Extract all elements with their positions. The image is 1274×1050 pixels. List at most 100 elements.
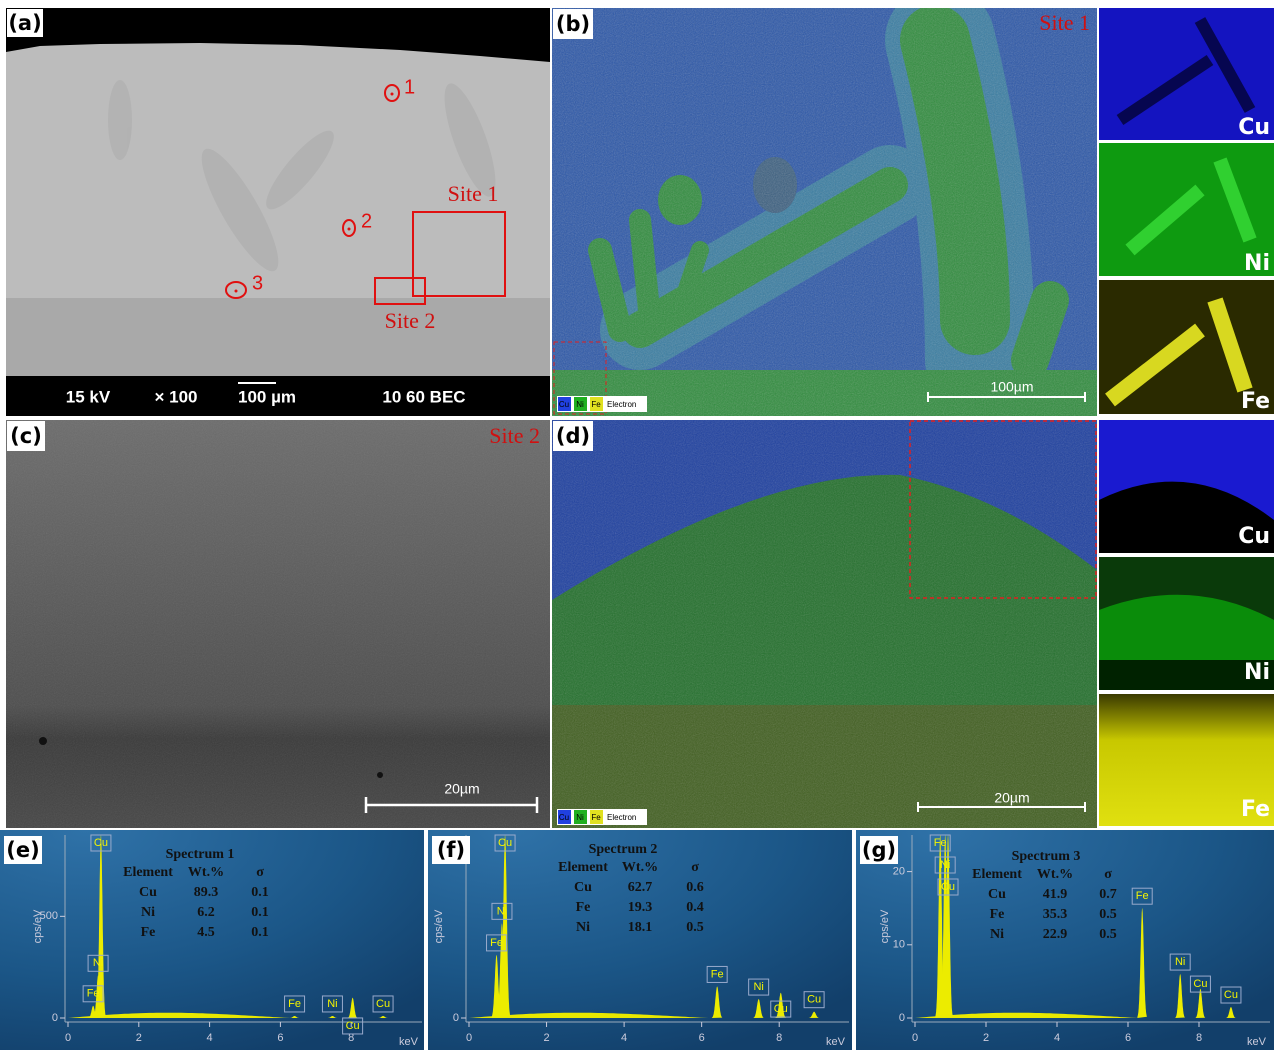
- table-cell: Cu: [139, 885, 157, 900]
- peak-label: Fe: [288, 998, 301, 1010]
- panel-label: (b): [556, 12, 590, 36]
- table-cell: 6.2: [197, 905, 215, 920]
- info: 100 µm: [238, 387, 296, 406]
- y-axis-label: cps/eV: [879, 909, 891, 943]
- y-axis-label: cps/eV: [32, 909, 44, 943]
- table-header: Wt.%: [622, 860, 658, 875]
- table-cell: Ni: [990, 927, 1004, 942]
- x-tick-label: 8: [776, 1032, 782, 1044]
- x-tick-label: 2: [543, 1032, 549, 1044]
- panel-c: Site 2 20µm (c): [6, 420, 550, 828]
- info: 10 60 BEC: [382, 387, 465, 406]
- x-tick-label: 6: [699, 1032, 705, 1044]
- peak-label: Ni: [1175, 956, 1185, 968]
- table-cell: 0.4: [686, 900, 704, 915]
- peak-label: Fe: [934, 837, 947, 849]
- peak-label: Cu: [807, 994, 821, 1006]
- table-cell: 0.1: [251, 925, 269, 940]
- legend-item: Fe: [591, 813, 601, 822]
- spectrum-panel: 05002468cps/eVkeVCuNiFeFeNiCuCuSpectrum …: [428, 830, 852, 1050]
- site-label: Site 2: [385, 308, 436, 333]
- peak-label: Cu: [498, 837, 512, 849]
- x-axis-label: keV: [826, 1036, 846, 1048]
- x-tick-label: 2: [136, 1032, 142, 1044]
- legend-item: Electron: [607, 813, 636, 822]
- panel-label: (d): [556, 424, 590, 448]
- table-cell: 62.7: [628, 880, 653, 895]
- table-cell: 0.1: [251, 885, 269, 900]
- info: 15 kV: [66, 387, 111, 406]
- x-tick-label: 0: [912, 1032, 918, 1044]
- peak-label: Cu: [376, 998, 390, 1010]
- map-label: Cu: [1238, 115, 1270, 140]
- table-cell: Fe: [576, 900, 591, 915]
- peak-label: Cu: [346, 1020, 360, 1032]
- table-cell: 19.3: [628, 900, 653, 915]
- point-label: 2: [361, 210, 372, 232]
- noise: [552, 8, 1097, 416]
- map-label: Ni: [1244, 660, 1270, 685]
- y-tick-label: 10: [893, 939, 905, 951]
- site-label: Site 1: [448, 181, 499, 206]
- scale-label: 100µm: [990, 379, 1033, 395]
- peak-label: Cu: [94, 837, 108, 849]
- peak-label: Fe: [711, 968, 724, 980]
- table-header: Wt.%: [1037, 867, 1073, 882]
- map-label: Fe: [1241, 797, 1270, 822]
- table-header: Element: [558, 860, 608, 875]
- site-label: Site 2: [489, 423, 540, 448]
- peak-label: Cu: [941, 881, 955, 893]
- point-label: 1: [404, 76, 415, 98]
- peak-label: Cu: [1224, 989, 1238, 1001]
- legend-item: Cu: [559, 813, 569, 822]
- map-label: Ni: [1244, 251, 1270, 276]
- table-cell: Ni: [141, 905, 155, 920]
- figure: 1 2 3 Site 1 Site 2 15 kV × 100 100 µm 1…: [0, 0, 1274, 1050]
- panel-label: (e): [6, 838, 39, 862]
- table-cell: 18.1: [628, 920, 653, 935]
- x-tick-label: 4: [1054, 1032, 1060, 1044]
- legend-item: Electron: [607, 400, 636, 409]
- info: × 100: [154, 387, 197, 406]
- x-axis-label: keV: [1247, 1036, 1267, 1048]
- panel-label: (f): [437, 838, 465, 862]
- spectrum-title: Spectrum 1: [166, 847, 235, 862]
- spectrum-title: Spectrum 3: [1012, 849, 1081, 864]
- y-tick-label: 20: [893, 866, 905, 878]
- table-header: σ: [1104, 867, 1112, 882]
- x-tick-label: 2: [983, 1032, 989, 1044]
- map-label: Fe: [1241, 389, 1270, 414]
- scale-label: 20µm: [994, 790, 1029, 806]
- table-cell: 4.5: [197, 925, 215, 940]
- table-cell: Fe: [990, 907, 1005, 922]
- legend-item: Fe: [591, 400, 601, 409]
- peak-label: Fe: [87, 988, 100, 1000]
- x-tick-label: 8: [1196, 1032, 1202, 1044]
- peak-label: Fe: [1136, 890, 1149, 902]
- peak-label: Ni: [753, 981, 763, 993]
- y-tick-label: 0: [453, 1012, 459, 1024]
- legend-item: Ni: [576, 813, 584, 822]
- map-label: Cu: [1238, 524, 1270, 549]
- x-tick-label: 0: [466, 1032, 472, 1044]
- y-tick-label: 0: [52, 1012, 58, 1024]
- legend-item: Ni: [576, 400, 584, 409]
- x-tick-label: 6: [1125, 1032, 1131, 1044]
- spectrum-panel: 050002468cps/eVkeVCuNiFeFeNiCuCuSpectrum…: [0, 830, 424, 1050]
- scale-label: 20µm: [444, 781, 479, 797]
- point-label: 3: [252, 272, 263, 294]
- y-axis-label: cps/eV: [433, 909, 445, 943]
- panel-d: Cu Ni Fe Electron 20µm (d) Cu Ni Fe: [552, 420, 1274, 828]
- table-cell: 0.1: [251, 905, 269, 920]
- table-cell: 0.6: [686, 880, 704, 895]
- substrate: [6, 298, 550, 376]
- peak-label: Cu: [774, 1003, 788, 1015]
- table-cell: 0.7: [1099, 887, 1117, 902]
- peak-label: Ni: [93, 957, 103, 969]
- x-tick-label: 0: [65, 1032, 71, 1044]
- peak-label: Ni: [940, 859, 950, 871]
- panel-label: (g): [862, 838, 896, 862]
- table-cell: 35.3: [1043, 907, 1068, 922]
- table-header: Element: [972, 867, 1022, 882]
- table-cell: 89.3: [194, 885, 219, 900]
